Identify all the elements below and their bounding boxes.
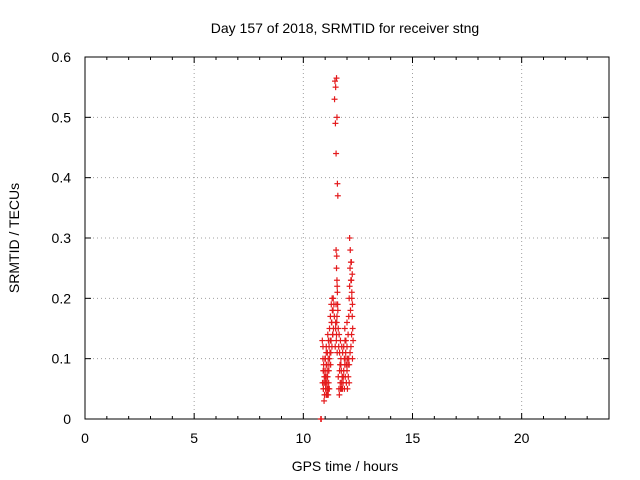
data-point [341,325,348,332]
y-tick-label: 0 [63,411,71,427]
data-point [335,325,342,332]
data-point [347,265,354,272]
data-point [334,192,341,199]
y-tick-label: 0.2 [52,290,72,306]
data-point [344,367,350,374]
data-point [325,379,332,386]
data-point [324,373,331,380]
data-point [349,355,356,362]
data-point [321,397,328,404]
data-point [333,301,340,308]
chart-title: Day 157 of 2018, SRMTID for receiver stn… [211,20,479,36]
data-point [332,120,339,127]
data-point [326,385,333,392]
data-point [336,391,343,398]
data-point [349,325,356,332]
y-axis-label: SRMTID / TECUs [6,183,22,293]
y-tick-label: 0.5 [52,109,72,125]
y-tick-label: 0.6 [52,49,72,65]
x-tick-label: 10 [296,430,312,446]
tick-labels: 0 5 10 15 20 0 0.1 0.2 0.3 0.4 0.5 0.6 [52,49,530,446]
data-point [342,337,349,344]
data-point [333,277,340,284]
data-point [334,180,341,187]
data-point [336,331,343,338]
data-point [327,361,334,368]
data-point [333,75,340,82]
data-point [318,416,325,422]
data-point [334,289,341,296]
x-tick-label: 20 [514,430,530,446]
data-point [350,337,357,344]
y-tick-label: 0.3 [52,230,72,246]
data-point [346,283,353,290]
data-point [333,150,340,157]
data-point [346,379,353,386]
data-point [333,313,340,320]
data-point [344,385,351,392]
data-point [326,355,333,362]
data-point [344,319,350,326]
data-point [330,295,337,302]
y-tick-label: 0.1 [52,351,72,367]
data-point [333,319,340,326]
data-point [347,343,354,350]
x-tick-label: 5 [190,430,198,446]
data-point [331,78,338,85]
data-point [334,283,341,290]
data-point [332,84,339,91]
data-point [346,361,353,368]
data-point [333,253,340,260]
x-axis-label: GPS time / hours [292,458,399,474]
data-points [317,75,357,422]
data-point [323,391,330,398]
data-point [333,114,340,121]
data-point [349,313,356,320]
grid-lines [85,57,609,419]
data-point [327,349,334,356]
y-tick-label: 0.4 [52,170,72,186]
x-tick-label: 15 [405,430,421,446]
data-point [349,271,356,278]
data-point [319,337,326,344]
x-tick-label: 0 [81,430,89,446]
data-point [347,349,354,356]
data-point [320,385,327,392]
data-point [331,96,338,103]
data-point [327,337,334,344]
data-point [334,307,341,314]
data-point [345,373,352,380]
data-point [346,235,353,241]
data-point [329,307,336,314]
data-point [348,277,355,284]
data-point [349,301,356,308]
data-point [325,367,332,374]
axis-ticks [84,56,609,420]
data-point [347,247,354,254]
data-point [347,307,354,314]
data-point [347,259,354,266]
data-point [348,331,355,338]
data-point [348,289,355,296]
data-point [333,265,340,272]
data-point [333,247,340,254]
data-point [348,295,355,302]
